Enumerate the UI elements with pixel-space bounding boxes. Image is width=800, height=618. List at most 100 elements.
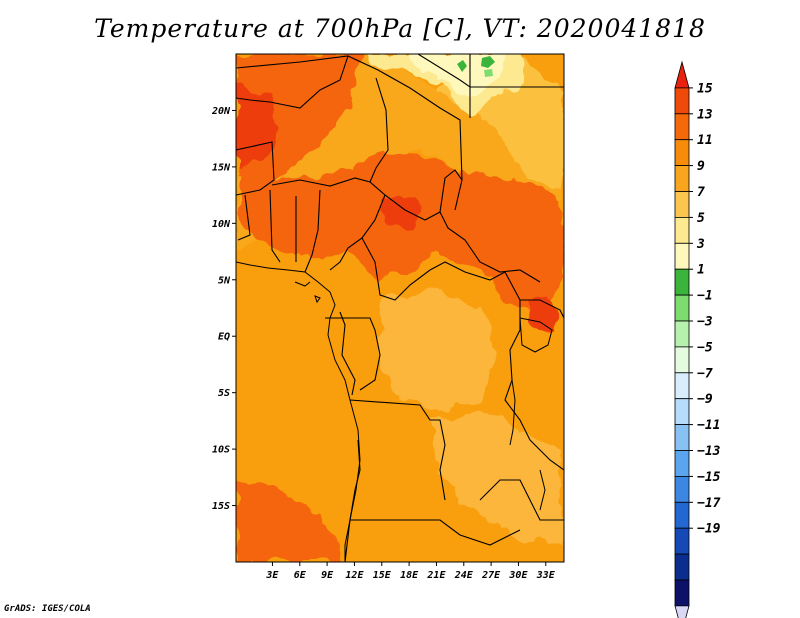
contour-13-15-sahel: [380, 195, 425, 230]
colorbar-label: −3: [697, 315, 713, 330]
colorbar-label: −1: [697, 289, 713, 304]
west-coastline: [236, 261, 361, 562]
border-ghana: [269, 189, 281, 263]
lake-tanganyika: [509, 379, 516, 446]
colorbar-label: 5: [697, 211, 705, 226]
country-borders: [236, 54, 564, 562]
border-sahara: [236, 55, 463, 211]
colorbar-label: 13: [697, 107, 713, 122]
border-mali-algeria: [236, 55, 349, 109]
lake-victoria: [519, 317, 553, 353]
colorbar-swatch: [674, 527, 690, 555]
colorbar-swatch: [674, 579, 690, 607]
border-congo-drc: [325, 317, 381, 391]
lat-tick-label: 5N: [218, 275, 231, 286]
colorbar-swatch: [674, 553, 690, 581]
lat-tick-label: 5S: [218, 388, 230, 399]
colorbar-swatch: [674, 139, 690, 166]
colorbar-swatch: [674, 268, 690, 296]
lon-tick-label: 30E: [508, 570, 528, 581]
cool-patch-c: [484, 69, 493, 77]
colorbar-swatch: [674, 242, 690, 270]
border-nigeria-cameroon: [329, 194, 386, 271]
colorbar-label: −11: [697, 418, 720, 433]
colorbar-label: 7: [697, 185, 705, 200]
colorbar-label: 11: [697, 133, 713, 148]
border-tanzania: [529, 439, 564, 471]
latitude-axis: 20N 15N 10N 5N EQ 5S 10S 15S: [211, 106, 236, 512]
colorbar-swatch: [674, 424, 690, 451]
colorbar-label: 15: [697, 81, 713, 96]
border-gabon-congo: [339, 311, 356, 396]
border-drc-east: [504, 271, 531, 441]
colorbar-swatch: [674, 475, 690, 503]
border-zambia-mozambique: [479, 479, 564, 521]
colorbar-label: 1: [697, 263, 705, 278]
lon-tick-label: 18E: [400, 570, 419, 581]
longitude-axis: 3E 6E 9E 12E 15E 18E 21E 24E 27E 30E 33E: [265, 562, 556, 581]
colorbar-label: −7: [697, 366, 713, 381]
lon-tick-label: 24E: [454, 570, 474, 581]
lat-tick-label: 20N: [211, 106, 231, 117]
border-mali-south: [236, 141, 275, 196]
lat-tick-label: 10N: [212, 219, 231, 230]
contour-7-9-south: [430, 410, 564, 540]
border-car-south: [439, 211, 541, 283]
colorbar-bottom-arrow: [674, 605, 690, 618]
lon-tick-label: 12E: [345, 570, 364, 581]
colorbar-label: 9: [697, 159, 705, 174]
map-frame: [235, 53, 565, 563]
lon-tick-label: 15E: [373, 570, 392, 581]
colorbar-swatch: [674, 87, 690, 115]
lon-tick-label: 9E: [321, 570, 334, 581]
colorbar-swatch: [674, 501, 690, 529]
colorbar-swatch: [674, 294, 690, 322]
border-angola-zambia-south: [350, 519, 521, 546]
colorbar-label: 3: [696, 237, 705, 252]
lat-tick-label: 10S: [212, 445, 230, 456]
colorbar-swatch: [674, 398, 690, 426]
coast-bight: [294, 281, 311, 287]
colorbar-label: −13: [697, 444, 721, 459]
chart-title: Temperature at 700hPa [C], VT: 202004181…: [94, 14, 706, 43]
lat-tick-label: EQ: [218, 332, 230, 343]
temperature-field: [236, 54, 564, 562]
credit-text: GrADS: IGES/COLA: [4, 604, 91, 614]
cool-patches: [457, 56, 495, 77]
island-bioko: [314, 295, 321, 304]
colorbar-label: −15: [697, 470, 721, 485]
border-angola-drc: [349, 399, 446, 501]
lat-tick-label: 15S: [212, 501, 230, 512]
colorbar-swatch: [674, 216, 690, 244]
colorbar-label: −19: [697, 522, 721, 537]
colorbar-label: −9: [697, 392, 713, 407]
contour-11-13-sahel-a: [240, 150, 564, 320]
temperature-contours: [236, 54, 564, 562]
border-angola-namibia-west: [344, 439, 361, 562]
lon-tick-label: 33E: [536, 570, 556, 581]
lat-tick-label: 15N: [212, 162, 231, 173]
colorbar-swatch: [674, 450, 690, 477]
lon-tick-label: 6E: [294, 570, 307, 581]
border-niger-chad: [369, 77, 389, 183]
lon-tick-label: 21E: [426, 570, 446, 581]
colorbar-swatch: [674, 346, 690, 374]
border-sahel: [271, 169, 463, 221]
colorbar: 15 13 11 9 7 5 3 1 −1 −3 −5 −7 −9 −11 −13 −15 −17 −19: [674, 60, 721, 618]
colorbar-swatch: [674, 191, 690, 218]
border-benin-nigeria: [304, 189, 321, 273]
colorbar-swatch: [674, 113, 690, 141]
lon-tick-label: 27E: [481, 570, 501, 581]
contour-11-13-southwest: [236, 480, 345, 562]
colorbar-swatch: [674, 320, 690, 348]
colorbar-swatch: [674, 372, 690, 400]
lake-malawi: [539, 469, 546, 511]
cool-patch-a: [457, 60, 467, 72]
border-car-congo: [361, 237, 506, 301]
cool-patch-b: [481, 56, 495, 68]
colorbar-label: −17: [697, 496, 721, 511]
contour-7-9-congo: [380, 290, 500, 410]
border-uganda-kenya: [520, 299, 564, 319]
